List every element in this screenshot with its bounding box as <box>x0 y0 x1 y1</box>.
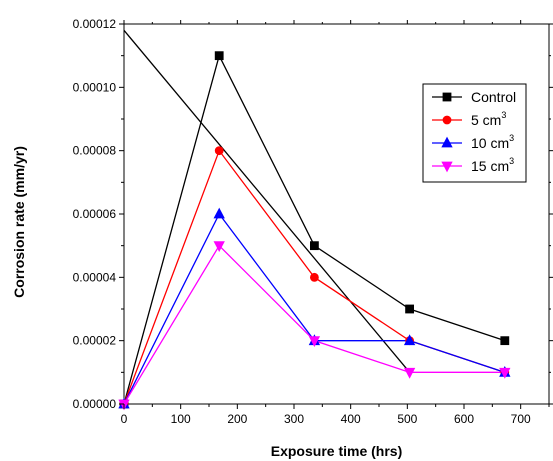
data-point <box>500 336 510 346</box>
legend-marker <box>441 136 453 148</box>
x-tick-label: 0 <box>121 412 128 426</box>
legend-label: 5 cm3 <box>471 110 506 128</box>
y-axis-ticks: 0.00000 0.00002 0.00004 0.00006 0.00008 0.000… <box>73 17 553 411</box>
legend-label: 15 cm3 <box>471 156 514 174</box>
legend-label-superscript: 3 <box>509 156 514 166</box>
data-point <box>214 146 224 156</box>
y-axis-title: Corrosion rate (mm/yr) <box>11 146 27 298</box>
legend-marker <box>442 115 452 125</box>
x-axis-ticks: 0 100 200 300 400 500 600 700 <box>121 20 550 426</box>
y-tick-label: 0.00006 <box>73 207 117 221</box>
series-line-3 <box>123 244 505 405</box>
y-tick-label: 0.00008 <box>73 144 117 158</box>
legend-label: Control <box>471 89 516 105</box>
legend: Control 5 cm3 10 cm3 15 cm3 <box>422 83 527 183</box>
plot-frame <box>123 23 550 405</box>
data-point <box>214 51 224 61</box>
x-tick-label: 300 <box>284 412 304 426</box>
extra-line <box>123 29 411 373</box>
x-tick-label: 700 <box>511 412 531 426</box>
data-point <box>499 367 511 379</box>
y-tick-label: 0.00010 <box>73 80 117 94</box>
x-tick-label: 600 <box>454 412 474 426</box>
y-tick-label: 0.00012 <box>73 17 117 31</box>
x-axis-title: Exposure time (hrs) <box>271 443 402 459</box>
data-point <box>308 336 321 348</box>
extra-lines <box>123 29 411 373</box>
legend-marker <box>442 92 452 102</box>
data-point <box>403 334 416 346</box>
y-tick-label: 0.00004 <box>73 270 117 284</box>
y-tick-label: 0.00002 <box>73 334 117 348</box>
legend-marker <box>441 161 453 173</box>
x-tick-label: 100 <box>171 412 191 426</box>
x-tick-label: 400 <box>341 412 361 426</box>
data-point <box>213 241 225 253</box>
data-point <box>309 272 319 282</box>
legend-label-superscript: 3 <box>501 110 506 120</box>
data-point <box>309 241 319 251</box>
data-point <box>405 304 415 314</box>
x-tick-label: 200 <box>227 412 247 426</box>
data-point <box>403 367 416 379</box>
y-tick-label: 0.00000 <box>73 397 117 411</box>
data-point <box>213 207 225 219</box>
legend-label: 10 cm3 <box>471 133 514 151</box>
legend-label-superscript: 3 <box>509 133 514 143</box>
x-tick-label: 500 <box>397 412 417 426</box>
